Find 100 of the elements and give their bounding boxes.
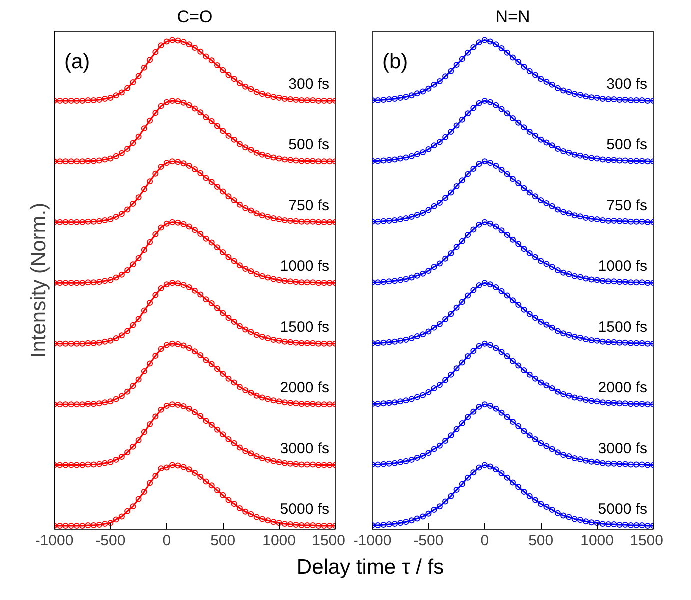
point	[549, 386, 556, 392]
point	[544, 261, 550, 268]
point	[516, 484, 522, 490]
point	[270, 458, 277, 464]
point	[510, 176, 516, 182]
point	[431, 324, 438, 331]
point	[175, 280, 182, 287]
point	[611, 278, 618, 285]
point	[186, 102, 192, 108]
point	[276, 156, 282, 162]
point	[493, 466, 500, 473]
point	[606, 339, 612, 346]
point	[510, 419, 516, 426]
point	[572, 152, 578, 158]
point	[634, 340, 640, 346]
point	[577, 335, 584, 342]
point	[170, 462, 176, 468]
point	[616, 522, 623, 528]
point	[321, 219, 328, 226]
point	[386, 339, 392, 346]
point	[108, 398, 114, 405]
point	[130, 322, 136, 328]
point	[526, 190, 533, 196]
point	[448, 190, 454, 196]
point	[560, 330, 567, 337]
point	[465, 171, 472, 178]
series-label: 3000 fs	[280, 440, 330, 458]
point	[392, 460, 398, 466]
point	[321, 98, 328, 104]
point	[448, 493, 454, 500]
point	[398, 520, 404, 526]
point	[147, 57, 154, 64]
point	[510, 54, 516, 61]
point	[476, 222, 482, 228]
point	[170, 37, 176, 44]
point	[526, 129, 533, 136]
point	[572, 516, 578, 522]
point	[136, 194, 142, 201]
point	[644, 340, 651, 347]
point	[398, 95, 404, 102]
point	[208, 58, 215, 64]
point	[164, 38, 170, 45]
point	[544, 200, 550, 206]
point	[259, 91, 266, 98]
point	[57, 402, 64, 408]
point	[442, 195, 449, 202]
point	[431, 82, 438, 88]
point	[108, 156, 114, 162]
point	[316, 340, 322, 347]
point	[90, 522, 97, 529]
point	[516, 241, 522, 248]
point	[304, 522, 310, 529]
point	[85, 462, 92, 468]
point	[170, 219, 176, 226]
point	[566, 392, 572, 399]
point	[454, 426, 460, 432]
point	[141, 489, 148, 495]
point	[403, 458, 410, 464]
point	[448, 311, 454, 318]
point	[380, 279, 387, 286]
point	[113, 456, 120, 463]
point	[577, 274, 584, 280]
point	[386, 460, 392, 467]
point	[493, 163, 500, 170]
point	[310, 522, 316, 529]
series-label: 750 fs	[606, 197, 648, 214]
point	[293, 522, 300, 528]
point	[304, 401, 310, 408]
point	[147, 421, 154, 428]
point	[465, 232, 472, 238]
point	[566, 454, 572, 460]
point	[521, 124, 528, 131]
series-label: 300 fs	[288, 76, 330, 93]
point	[298, 522, 305, 529]
point	[96, 340, 102, 346]
point	[124, 450, 131, 456]
series-label: 500 fs	[606, 136, 648, 154]
point	[448, 250, 454, 256]
point	[254, 210, 260, 217]
point	[538, 318, 544, 325]
point	[57, 340, 64, 347]
point	[628, 218, 634, 225]
point	[141, 429, 148, 436]
point	[254, 454, 260, 460]
point	[554, 510, 561, 516]
point	[136, 255, 142, 262]
point	[616, 218, 623, 224]
point	[476, 161, 482, 168]
point	[532, 132, 538, 139]
point	[288, 460, 294, 467]
point	[147, 118, 154, 124]
point	[566, 89, 572, 96]
point	[164, 282, 170, 288]
point	[282, 217, 288, 224]
point	[431, 264, 438, 270]
y-axis-title: Intensity (Norm.)	[28, 202, 50, 358]
point	[398, 156, 404, 162]
point	[408, 92, 415, 99]
point	[68, 523, 74, 529]
point	[288, 339, 294, 346]
